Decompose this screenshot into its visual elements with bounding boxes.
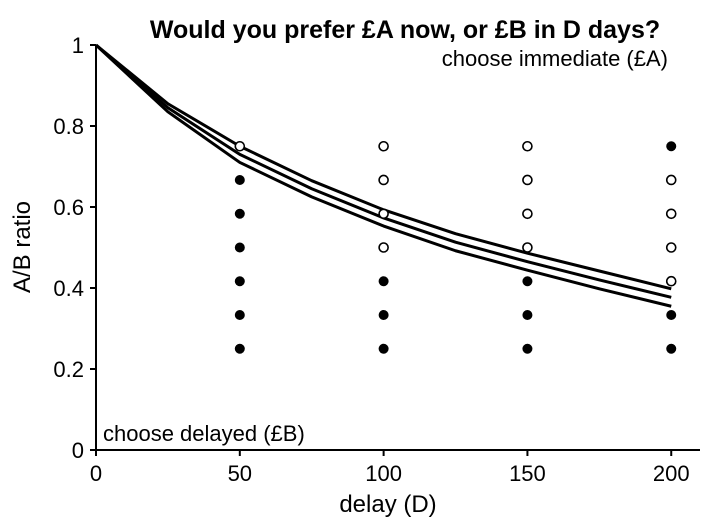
filled-point-choose-delayed (666, 141, 677, 152)
open-point-choose-immediate (665, 174, 677, 186)
x-tick-label: 0 (90, 461, 102, 486)
x-tick-label: 200 (653, 461, 690, 486)
open-point-choose-immediate (665, 275, 677, 287)
x-axis-label: delay (D) (339, 491, 436, 518)
filled-point-choose-delayed (522, 343, 533, 354)
filled-point-choose-delayed (234, 276, 245, 287)
y-axis-label: A/B ratio (9, 201, 36, 293)
y-tick-label: 1 (72, 33, 84, 58)
open-point-choose-immediate (665, 208, 677, 220)
choice-points (234, 140, 677, 354)
x-tick-label: 150 (509, 461, 546, 486)
fitted-curve (95, 43, 672, 299)
filled-point-choose-delayed (234, 208, 245, 219)
open-point-choose-immediate (522, 208, 533, 220)
filled-point-choose-delayed (522, 310, 533, 321)
open-point-choose-immediate (522, 174, 533, 186)
open-point-choose-immediate (378, 174, 389, 186)
filled-point-choose-delayed (378, 343, 389, 354)
filled-point-choose-delayed (234, 174, 245, 185)
open-point-choose-immediate (234, 140, 246, 152)
chart-title: Would you prefer £A now, or £B in D days… (150, 16, 660, 44)
y-tick-label: 0.6 (53, 195, 84, 220)
y-tick-label: 0 (72, 438, 84, 463)
open-point-choose-immediate (665, 242, 677, 253)
filled-point-choose-delayed (378, 310, 389, 321)
x-tick-label: 100 (365, 461, 402, 486)
filled-point-choose-delayed (666, 310, 677, 321)
filled-point-choose-delayed (378, 276, 389, 287)
y-tick-label: 0.8 (53, 114, 84, 139)
y-tick-label: 0.4 (53, 276, 84, 301)
y-axis-ticks: 0 0.2 0.4 0.6 0.8 1 (53, 33, 96, 463)
fitted-curve (94, 43, 672, 308)
x-tick-label: 50 (228, 461, 252, 486)
filled-point-choose-delayed (234, 242, 245, 253)
open-point-choose-immediate (378, 208, 389, 220)
open-point-choose-immediate (378, 140, 389, 152)
x-axis-ticks: 0 50 100 150 200 (90, 450, 690, 486)
filled-point-choose-delayed (234, 310, 245, 321)
filled-point-choose-delayed (234, 343, 245, 354)
open-point-choose-immediate (522, 140, 533, 152)
open-point-choose-immediate (522, 242, 533, 253)
annotation-choose-immediate: choose immediate (£A) (442, 46, 668, 71)
filled-point-choose-delayed (666, 343, 677, 354)
filled-point-choose-delayed (522, 276, 533, 287)
open-point-choose-immediate (378, 242, 389, 253)
annotation-choose-delayed: choose delayed (£B) (103, 421, 305, 446)
y-tick-label: 0.2 (53, 357, 84, 382)
